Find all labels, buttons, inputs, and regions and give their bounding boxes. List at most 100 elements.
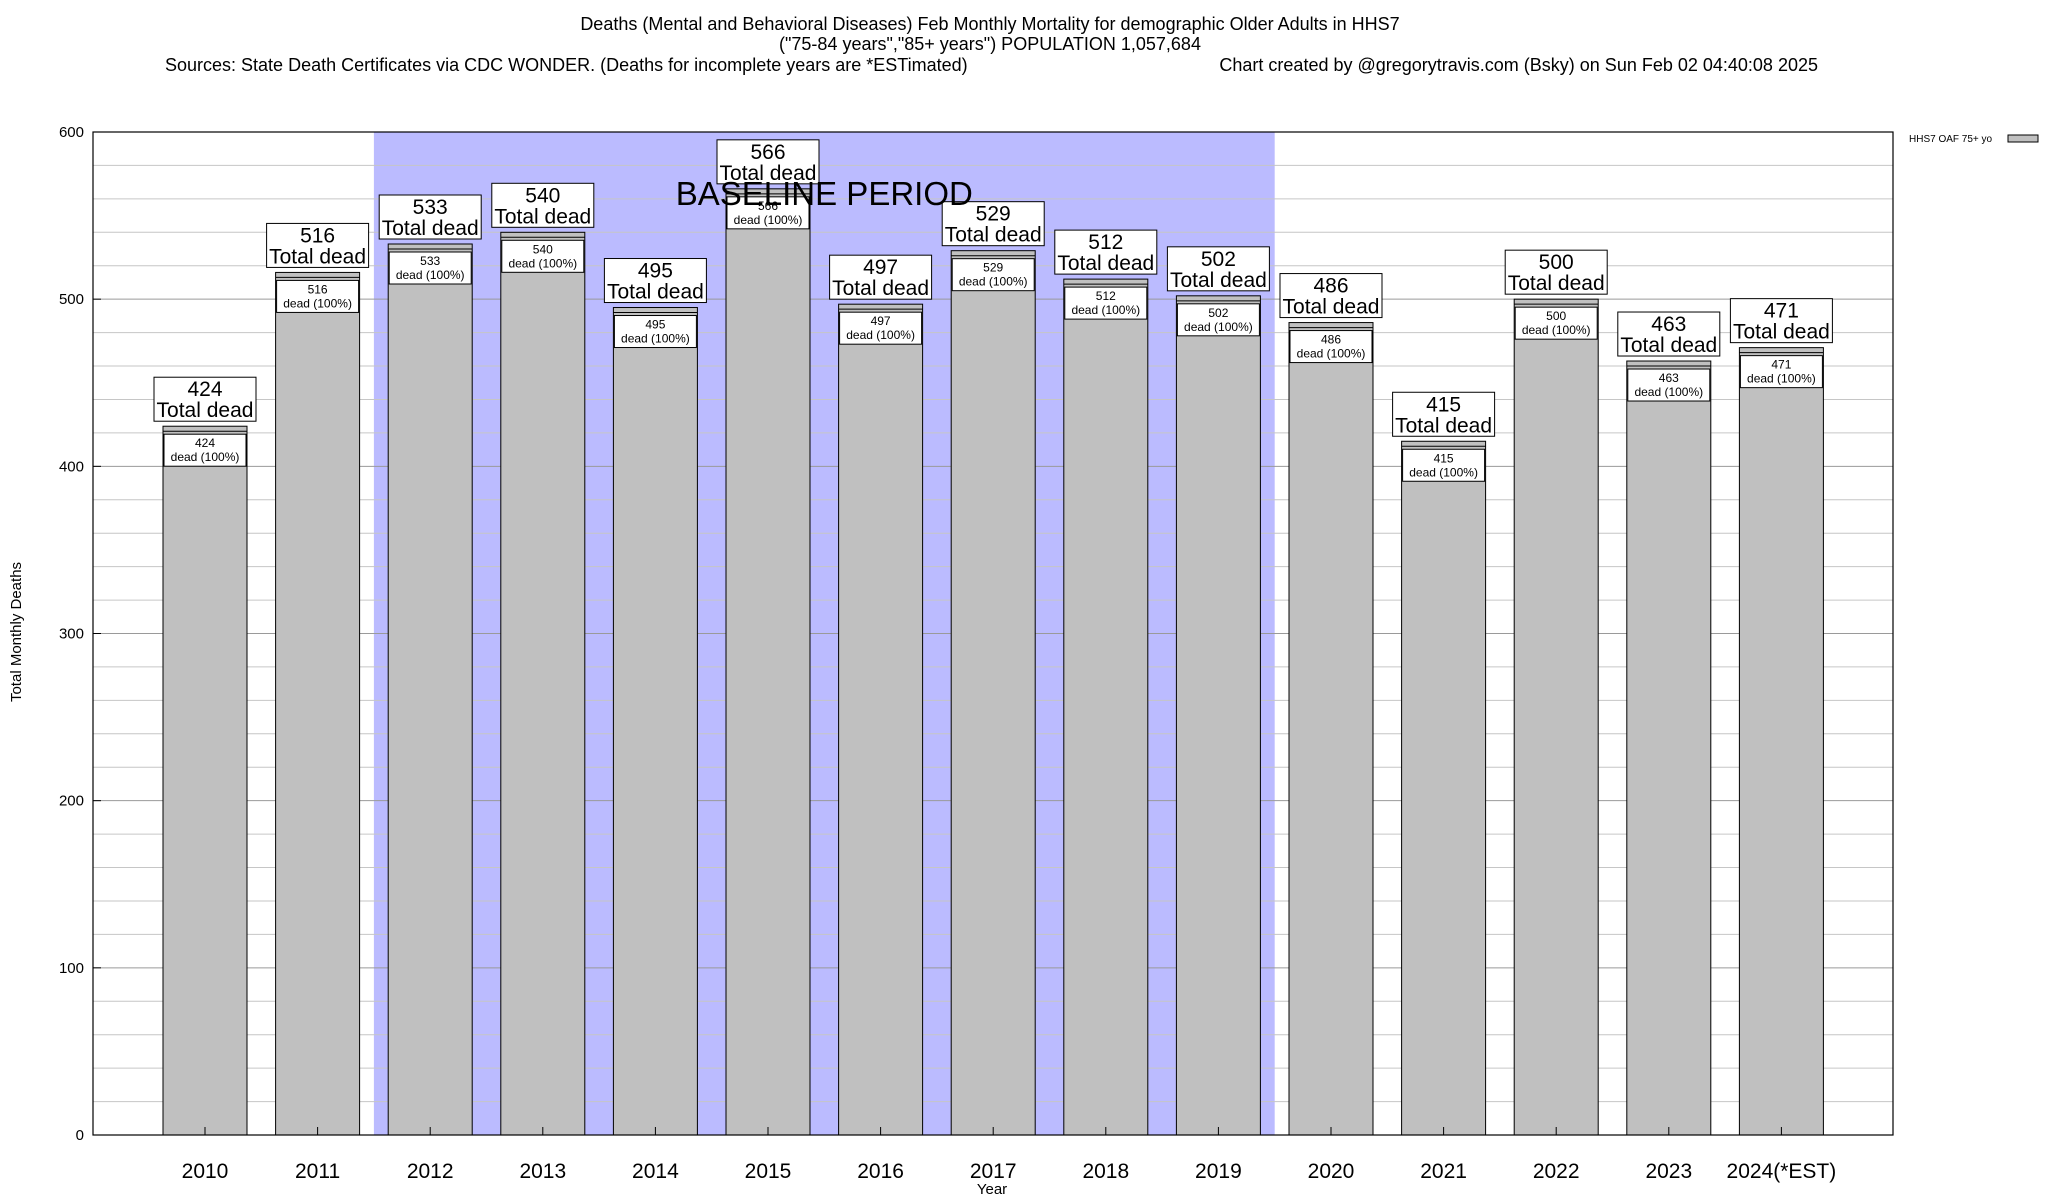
bar-2012 (387, 243, 473, 1136)
y-axis-label: Total Monthly Deaths (8, 562, 25, 702)
total-label-text: Total dead (1508, 272, 1605, 295)
total-label-value: 500 (1539, 251, 1574, 274)
total-label-value: 540 (525, 184, 560, 207)
total-label-text: Total dead (945, 224, 1042, 247)
total-label-value: 516 (300, 224, 335, 247)
total-label-box (1392, 391, 1496, 437)
bar-2017 (950, 250, 1036, 1136)
title-line-1: Deaths (Mental and Behavioral Diseases) … (580, 14, 1399, 34)
total-label-text: Total dead (157, 399, 254, 422)
bar-2021 (1401, 440, 1487, 1136)
total-label-value: 424 (187, 378, 222, 401)
inner-label-box (163, 433, 247, 467)
bar-2020 (1288, 322, 1374, 1136)
x-tick-label: 2021 (1420, 1160, 1467, 1183)
bar-2019 (1175, 295, 1261, 1136)
inner-label-box (1739, 355, 1823, 389)
total-label-text: Total dead (1395, 414, 1492, 437)
y-tick-label: 0 (76, 1127, 84, 1144)
inner-label-text: dead (100%) (1071, 303, 1140, 317)
bar-2015 (725, 188, 811, 1136)
bar-2011 (275, 271, 361, 1136)
bar-2010 (162, 425, 248, 1136)
total-label-box (716, 139, 820, 185)
inner-label-value: 529 (983, 261, 1003, 275)
x-tick-label: 2012 (407, 1160, 454, 1183)
bar-2014 (612, 307, 698, 1136)
inner-label-value: 497 (871, 314, 891, 328)
y-tick-label: 200 (59, 793, 84, 810)
inner-label-text: dead (100%) (1634, 385, 1703, 399)
inner-label-text: dead (100%) (1297, 347, 1366, 361)
total-label-text: Total dead (494, 205, 591, 228)
bar-2022 (1513, 298, 1599, 1136)
total-label-box (266, 222, 370, 268)
total-label-text: Total dead (1057, 252, 1154, 275)
title-line-2: ("75-84 years","85+ years") POPULATION 1… (779, 34, 1201, 54)
inner-label-text: dead (100%) (1522, 323, 1591, 337)
total-label-box (603, 258, 707, 304)
total-label-value: 471 (1764, 300, 1799, 323)
inner-label-box (276, 279, 360, 313)
bars (162, 188, 1824, 1136)
total-label-box (378, 194, 482, 240)
total-label-text: Total dead (832, 277, 929, 300)
total-label-box (1166, 246, 1270, 292)
total-label-text: Total dead (1733, 321, 1830, 344)
x-tick-label: 2020 (1308, 1160, 1355, 1183)
bar-2024(*EST) (1738, 347, 1824, 1136)
x-tick-label: 2018 (1082, 1160, 1129, 1183)
inner-label-box (501, 239, 585, 273)
inner-label-text: dead (100%) (171, 450, 240, 464)
total-label-value: 463 (1651, 313, 1686, 336)
total-label-value: 512 (1088, 231, 1123, 254)
total-label-box (1617, 311, 1721, 357)
y-tick-label: 300 (59, 626, 84, 643)
total-label-box (941, 201, 1045, 247)
y-tick-label: 100 (59, 960, 84, 977)
x-tick-label: 2015 (745, 1160, 792, 1183)
bar-2016 (838, 303, 924, 1136)
x-tick-label: 2023 (1645, 1160, 1692, 1183)
total-label-value: 497 (863, 256, 898, 279)
legend-swatch (2007, 134, 2039, 143)
inner-label-box (1402, 448, 1486, 482)
total-label-value: 495 (638, 260, 673, 283)
inner-label-value: 424 (195, 436, 215, 450)
inner-label-value: 533 (420, 254, 440, 268)
total-label-text: Total dead (269, 245, 366, 268)
x-tick-label: 2022 (1533, 1160, 1580, 1183)
inner-label-text: dead (100%) (1184, 320, 1253, 334)
x-axis-label: Year (977, 1181, 1007, 1198)
total-label-box (1279, 273, 1383, 319)
bar-2023 (1626, 360, 1712, 1136)
x-tick-label: 2017 (970, 1160, 1017, 1183)
inner-label-text: dead (100%) (734, 213, 803, 227)
inner-label-box (388, 251, 472, 285)
y-tick-label: 400 (59, 458, 84, 475)
total-label-text: Total dead (1170, 269, 1267, 292)
source-text: Sources: State Death Certificates via CD… (165, 55, 968, 75)
inner-label-box (1514, 306, 1598, 340)
total-label-text: Total dead (607, 281, 704, 304)
y-tick-label: 500 (59, 291, 84, 308)
inner-label-value: 463 (1659, 371, 1679, 385)
inner-label-value: 486 (1321, 333, 1341, 347)
inner-label-text: dead (100%) (1409, 465, 1478, 479)
inner-label-box (1289, 330, 1373, 364)
inner-label-box (839, 311, 923, 345)
inner-label-text: dead (100%) (1747, 372, 1816, 386)
x-tick-label: 2014 (632, 1160, 679, 1183)
credit-text: Chart created by @gregorytravis.com (Bsk… (1219, 55, 1818, 75)
total-label-value: 566 (750, 141, 785, 164)
inner-label-value: 516 (308, 282, 328, 296)
inner-label-value: 502 (1208, 306, 1228, 320)
inner-label-text: dead (100%) (959, 275, 1028, 289)
inner-label-text: dead (100%) (621, 332, 690, 346)
total-label-value: 502 (1201, 248, 1236, 271)
axes: 0 100 200 300 400 500 600 2010 2011 2012 2013 2014 2… (59, 124, 1894, 1183)
inner-label-value: 471 (1771, 358, 1791, 372)
total-label-box (1729, 298, 1833, 344)
x-tick-label: 2013 (519, 1160, 566, 1183)
